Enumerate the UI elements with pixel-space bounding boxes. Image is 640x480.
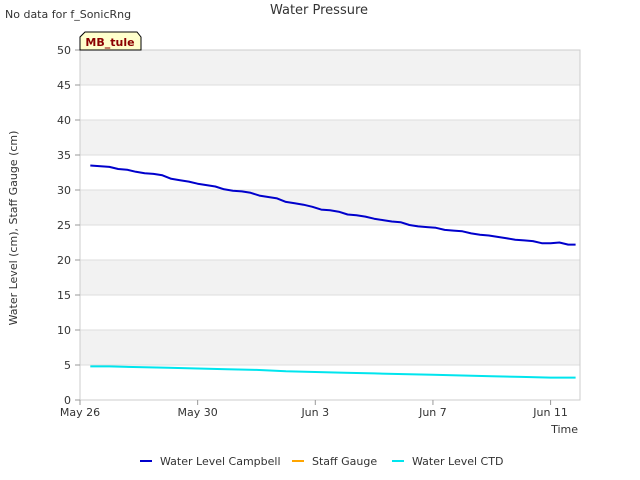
series-lines [90, 164, 576, 379]
legend-label-water-level-campbell: Water Level Campbell [160, 455, 281, 468]
y-tick-label: 20 [57, 254, 71, 267]
x-tick-label: Jun 3 [300, 406, 329, 419]
site-label-box [79, 31, 142, 51]
series-line-water-level-campbell [90, 164, 576, 246]
no-data-notice: No data for f_SonicRng [5, 8, 131, 21]
x-axis: May 26 May 30 Jun 3 Jun 7 Jun 11 [60, 400, 568, 419]
plot-band [80, 330, 580, 365]
y-tick-label: 0 [64, 394, 71, 407]
plot-band [80, 365, 580, 400]
y-tick-label: 40 [57, 114, 71, 127]
x-axis-label: Time [550, 423, 578, 436]
series-line-water-level-ctd [90, 365, 576, 379]
legend-label-staff-gauge: Staff Gauge [312, 455, 377, 468]
plot-band [80, 85, 580, 120]
legend-label-water-level-ctd: Water Level CTD [412, 455, 503, 468]
y-tick-label: 35 [57, 149, 71, 162]
x-tick-label: May 26 [60, 406, 100, 419]
site-label-tag: MB_tule [79, 31, 142, 51]
y-tick-label: 5 [64, 359, 71, 372]
x-tick-label: Jun 7 [418, 406, 447, 419]
y-axis: 0 5 10 15 20 25 30 35 40 45 50 [57, 44, 80, 407]
plot-band [80, 190, 580, 225]
y-tick-label: 10 [57, 324, 71, 337]
plot-band [80, 155, 580, 190]
plot-band [80, 295, 580, 330]
plot-band [80, 50, 580, 85]
y-tick-label: 25 [57, 219, 71, 232]
x-tick-label: May 30 [178, 406, 218, 419]
plot-band [80, 120, 580, 155]
plot-bands [80, 50, 580, 400]
chart-title: Water Pressure [270, 3, 368, 18]
y-axis-label: Water Level (cm), Staff Gauge (cm) [7, 131, 20, 326]
y-tick-label: 30 [57, 184, 71, 197]
plot-band [80, 225, 580, 260]
site-label-text: MB_tule [85, 36, 134, 49]
x-tick-label: Jun 11 [532, 406, 568, 419]
plot-band [80, 260, 580, 295]
legend: Water Level Campbell Staff Gauge Water Lev… [140, 455, 503, 468]
y-tick-label: 15 [57, 289, 71, 302]
y-tick-label: 45 [57, 79, 71, 92]
y-tick-label: 50 [57, 44, 71, 57]
